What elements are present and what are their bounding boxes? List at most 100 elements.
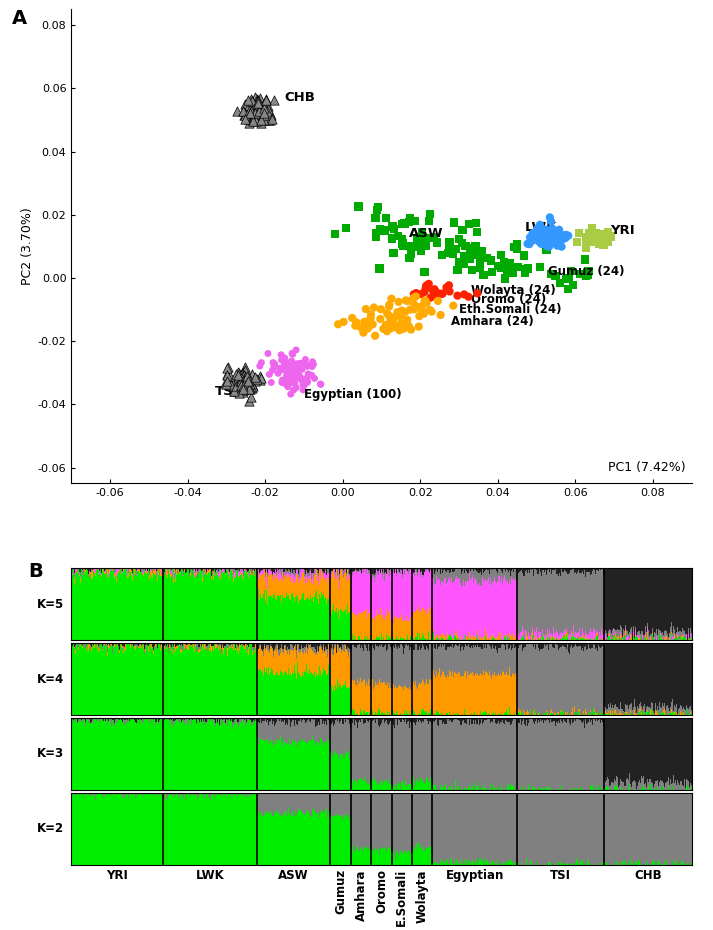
Bar xyxy=(183,575,185,576)
Bar xyxy=(398,639,399,640)
Bar xyxy=(501,722,502,786)
Bar xyxy=(155,568,156,570)
Bar xyxy=(89,577,90,640)
Bar xyxy=(631,793,632,859)
Bar xyxy=(243,797,244,865)
Bar xyxy=(341,816,342,865)
Bar xyxy=(151,793,152,865)
Point xyxy=(560,227,572,242)
Bar xyxy=(253,725,254,790)
Bar xyxy=(99,568,101,571)
Bar xyxy=(444,644,445,675)
Bar xyxy=(334,685,336,715)
Bar xyxy=(311,573,312,579)
Bar xyxy=(214,720,215,724)
Bar xyxy=(276,600,277,640)
Bar xyxy=(500,787,501,790)
Bar xyxy=(604,633,605,640)
Bar xyxy=(230,718,231,721)
Point xyxy=(384,308,395,323)
Bar xyxy=(137,643,138,644)
Bar xyxy=(454,671,456,711)
Bar xyxy=(438,863,439,865)
Bar xyxy=(508,793,509,862)
Bar xyxy=(347,605,349,640)
Bar xyxy=(166,646,168,647)
Bar xyxy=(206,573,207,574)
Bar xyxy=(306,664,307,715)
Bar xyxy=(603,639,604,640)
Bar xyxy=(390,718,391,722)
Bar xyxy=(275,649,276,674)
Bar xyxy=(391,636,392,640)
Bar xyxy=(188,718,190,720)
Bar xyxy=(531,570,532,633)
Bar xyxy=(90,650,91,715)
Bar xyxy=(411,853,412,865)
Bar xyxy=(107,656,108,715)
Bar xyxy=(488,861,489,865)
Bar xyxy=(142,575,143,640)
Bar xyxy=(404,619,405,639)
Bar xyxy=(424,711,425,715)
Bar xyxy=(447,643,448,647)
Bar xyxy=(261,671,262,715)
Bar xyxy=(74,573,75,577)
Bar xyxy=(366,683,367,712)
Bar xyxy=(137,793,138,796)
Bar xyxy=(660,779,661,787)
Bar xyxy=(159,720,160,722)
Bar xyxy=(583,643,584,651)
Bar xyxy=(591,785,593,790)
Bar xyxy=(74,793,75,794)
Bar xyxy=(90,723,91,724)
Bar xyxy=(272,651,274,658)
Point xyxy=(526,233,538,248)
Bar xyxy=(253,643,254,647)
Bar xyxy=(416,722,417,778)
Bar xyxy=(424,649,425,685)
Bar xyxy=(97,644,98,649)
Point xyxy=(365,307,376,322)
Bar xyxy=(179,645,180,715)
Bar xyxy=(513,572,514,578)
Bar xyxy=(540,718,541,789)
Point xyxy=(252,92,263,107)
Bar xyxy=(208,798,209,865)
Bar xyxy=(467,573,468,581)
Bar xyxy=(610,568,611,630)
Point xyxy=(254,359,265,374)
Bar xyxy=(89,571,90,572)
Bar xyxy=(505,712,506,715)
Bar xyxy=(430,793,431,847)
Bar xyxy=(151,649,152,715)
Bar xyxy=(371,723,372,783)
Bar xyxy=(282,572,283,594)
Bar xyxy=(160,568,161,570)
Point xyxy=(252,93,264,108)
Bar xyxy=(630,711,631,713)
Bar xyxy=(465,718,466,723)
Bar xyxy=(347,652,349,687)
Bar xyxy=(155,643,156,646)
Bar xyxy=(302,568,303,572)
Bar xyxy=(97,649,98,715)
Bar xyxy=(612,718,613,785)
Bar xyxy=(408,574,409,621)
Bar xyxy=(420,568,421,572)
Bar xyxy=(82,572,83,640)
Bar xyxy=(126,643,128,644)
Bar xyxy=(349,649,350,652)
Bar xyxy=(436,676,438,711)
Bar xyxy=(265,572,266,577)
Bar xyxy=(550,638,551,640)
Bar xyxy=(140,644,141,648)
Bar xyxy=(486,671,487,712)
Point xyxy=(519,265,530,280)
Bar xyxy=(267,572,268,578)
Bar xyxy=(104,795,106,865)
Bar xyxy=(436,725,438,789)
Point xyxy=(404,215,415,230)
Bar xyxy=(471,646,473,673)
Bar xyxy=(248,796,249,865)
